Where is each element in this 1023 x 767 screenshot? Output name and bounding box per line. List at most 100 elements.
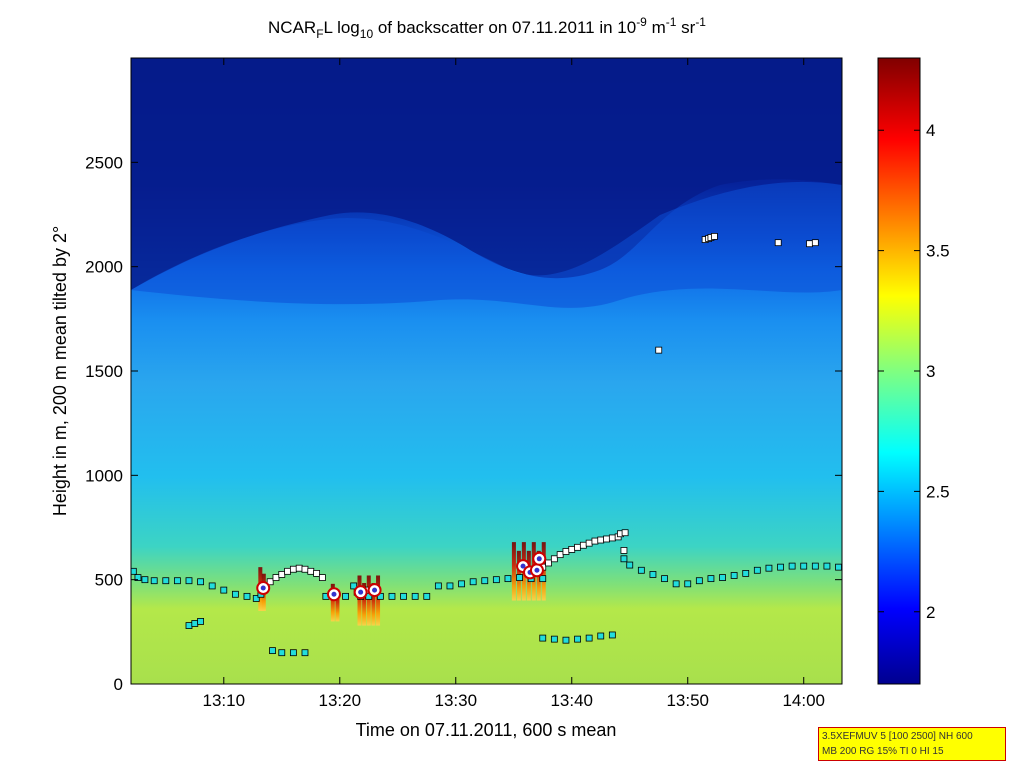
mixing-layer-marker: [539, 575, 547, 583]
mixing-layer-marker: [626, 561, 634, 569]
mixing-layer-marker: [423, 592, 431, 600]
mixing-layer-marker: [208, 582, 216, 590]
mixing-layer-marker: [788, 562, 796, 570]
mid-blue-band: [131, 181, 842, 308]
mixing-layer-marker: [252, 595, 260, 602]
mixing-layer-marker: [777, 563, 784, 571]
cloud-base-marker: [295, 564, 303, 572]
rain-marker-core: [358, 589, 364, 595]
mixing-layer-marker: [649, 571, 657, 578]
cloud-base-marker: [811, 239, 819, 247]
y-tick-label: 2500: [85, 153, 123, 172]
mixing-layer-marker: [388, 592, 396, 600]
mixing-layer-marker: [185, 622, 193, 629]
mixing-layer-marker: [350, 582, 358, 590]
mixing-layer-marker: [637, 566, 645, 574]
mixing-layer-marker: [141, 576, 149, 584]
mixing-layer-marker: [707, 575, 715, 583]
cloud-base-marker: [806, 240, 813, 248]
plot-area: [131, 58, 842, 684]
cloud-base-marker: [774, 239, 782, 247]
rain-marker-core: [260, 585, 266, 591]
settings-box: 3.5XEFMUV 5 [100 2500] NH 600 MB 200 RG …: [818, 727, 1006, 761]
y-tick-label: 0: [114, 675, 123, 694]
mixing-layer-marker: [672, 580, 680, 588]
cloud-base-marker: [301, 565, 309, 573]
rain-marker-core: [520, 563, 526, 569]
cloud-base-marker: [562, 548, 570, 555]
colorbar-tick-label: 2.5: [926, 482, 950, 501]
rain-marker-core: [536, 556, 542, 562]
cloud-base-marker: [621, 529, 629, 537]
rain-marker-core: [372, 587, 378, 593]
cloud-base-marker: [603, 535, 610, 543]
x-tick-label: 13:30: [434, 691, 477, 710]
mixing-layer-marker: [597, 632, 605, 640]
precip-streak: [357, 575, 362, 626]
mixing-layer-marker: [539, 634, 547, 642]
mixing-layer-marker: [800, 562, 808, 570]
mixing-layer-marker: [342, 592, 349, 600]
mixing-layer-marker: [458, 580, 465, 588]
upper-blue-layer: [131, 58, 842, 290]
mixing-layer-marker: [400, 592, 407, 600]
mixing-layer-marker: [446, 582, 454, 590]
cloud-base-marker: [313, 570, 320, 577]
cloud-base-marker: [272, 574, 280, 581]
mixing-layer-marker: [150, 577, 158, 585]
cloud-base-marker: [711, 233, 718, 240]
precip-streak: [511, 542, 516, 601]
mixing-layer-marker: [131, 567, 137, 575]
precip-streak: [330, 583, 335, 622]
x-tick-label: 13:50: [666, 691, 709, 710]
cloud-base-marker: [620, 547, 628, 554]
cloud-base-marker: [655, 346, 663, 354]
mixing-layer-marker: [585, 634, 593, 642]
x-tick-label: 14:00: [782, 691, 825, 710]
mixing-layer-marker: [516, 574, 523, 581]
cloud-base-marker: [591, 537, 599, 545]
mixing-layer-marker: [695, 577, 703, 585]
colorbar-tick-label: 2: [926, 603, 935, 622]
cloud-base-marker: [307, 567, 315, 575]
cloud-base-marker: [568, 546, 576, 553]
cloud-base-marker: [266, 578, 274, 586]
mixing-layer-marker: [608, 631, 616, 639]
rain-marker-core: [331, 591, 337, 597]
mixing-layer-marker: [134, 574, 142, 581]
cloud-base-marker: [608, 534, 616, 542]
precip-streak: [376, 575, 381, 626]
mixing-layer-marker: [753, 566, 761, 574]
mixing-layer-marker: [742, 570, 750, 577]
mixing-layer-marker: [719, 574, 726, 581]
colorbar-tick-label: 3.5: [926, 242, 950, 261]
mixing-layer-marker: [492, 576, 500, 584]
mixing-layer-marker: [562, 636, 570, 644]
mixing-layer-marker: [620, 555, 628, 563]
mixing-layer-marker: [765, 564, 773, 572]
cloud-base-marker: [556, 551, 564, 559]
cloud-base-marker: [545, 559, 552, 567]
cloud-base-marker: [585, 539, 593, 547]
mixing-layer-marker: [197, 578, 204, 586]
cloud-base-marker: [550, 555, 558, 563]
mixing-layer-marker: [278, 649, 286, 657]
y-tick-label: 1000: [85, 466, 123, 485]
mixing-layer-marker: [823, 562, 831, 570]
x-tick-label: 13:40: [550, 691, 593, 710]
mixing-layer-marker: [173, 577, 181, 585]
x-tick-label: 13:20: [319, 691, 362, 710]
y-tick-label: 1500: [85, 362, 123, 381]
mixing-layer-marker: [269, 647, 276, 655]
cloud-base-marker: [579, 541, 587, 549]
mixing-layer-marker: [504, 575, 512, 583]
mixing-layer-marker: [811, 562, 819, 570]
mixing-layer-marker: [730, 572, 738, 579]
precip-streak: [362, 583, 367, 626]
mixing-layer-marker: [469, 578, 477, 586]
cloud-base-marker: [284, 567, 291, 575]
cloud-base-marker: [318, 574, 326, 581]
settings-line-2: MB 200 RG 15% TI 0 HI 15: [822, 746, 944, 757]
mixing-layer-marker: [197, 618, 204, 625]
